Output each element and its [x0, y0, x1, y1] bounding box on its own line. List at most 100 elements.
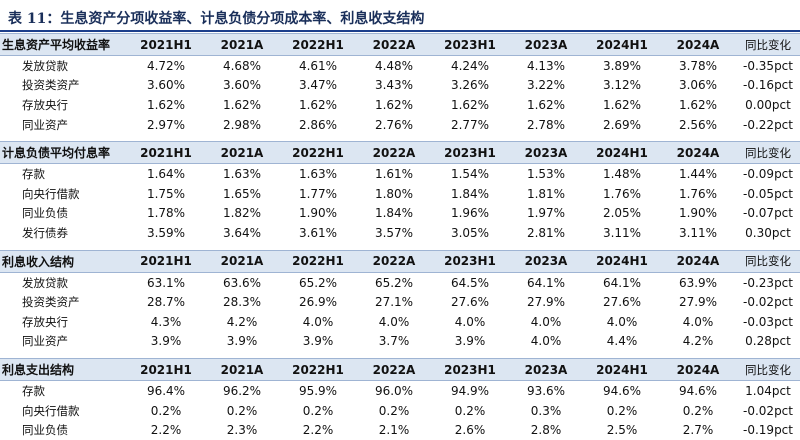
- value-cell: 1.80%: [374, 186, 414, 201]
- column-header: 2022H1: [280, 33, 356, 56]
- value-cell: 1.90%: [298, 206, 338, 221]
- value-cell: 1.53%: [526, 167, 566, 182]
- row-label: 发行债券: [22, 225, 68, 240]
- value-cell: 1.77%: [298, 186, 338, 201]
- column-header: 2024H1: [584, 249, 660, 273]
- column-header: 2021H1: [128, 33, 204, 56]
- section-header-row: 计息负债平均付息率 2021H1 2021A 2022H1 2022A 2023H1 202…: [0, 141, 800, 165]
- column-header: 2022A: [356, 33, 432, 56]
- column-header: 2024H1: [584, 33, 660, 56]
- column-header: 同比变化: [736, 249, 800, 273]
- value-cell: 1.48%: [602, 167, 642, 182]
- value-cell: 1.63%: [298, 167, 338, 182]
- value-cell: 2.5%: [606, 423, 638, 438]
- column-header: 2023A: [508, 249, 584, 273]
- value-cell: 3.60%: [222, 78, 262, 93]
- section-spacer: [0, 134, 800, 142]
- section-header-row: 生息资产平均收益率 2021H1 2021A 2022H1 2022A 2023H1 202…: [0, 33, 800, 56]
- value-cell: 3.60%: [146, 78, 186, 93]
- row-label: 存款: [22, 167, 45, 182]
- column-header: 2022A: [356, 358, 432, 382]
- section-title: 生息资产平均收益率: [0, 33, 128, 56]
- value-cell: 3.89%: [602, 58, 642, 73]
- value-cell: 2.81%: [526, 225, 566, 240]
- value-cell: 4.68%: [222, 58, 262, 73]
- table-row: 同业资产 2.97% 2.98% 2.86% 2.76% 2.77% 2.78% 2.69% 2…: [0, 115, 800, 135]
- column-header: 2022A: [356, 141, 432, 165]
- table-row: 向央行借款 1.75% 1.65% 1.77% 1.80% 1.84% 1.81% 1.76%…: [0, 184, 800, 204]
- value-cell: 1.90%: [678, 206, 718, 221]
- column-header: 2021A: [204, 249, 280, 273]
- yoy-change-cell: -0.23pct: [743, 275, 793, 290]
- yoy-change-cell: -0.02pct: [743, 295, 793, 310]
- value-cell: 3.64%: [222, 225, 262, 240]
- value-cell: 1.62%: [526, 97, 566, 112]
- value-cell: 0.3%: [530, 403, 562, 418]
- value-cell: 4.0%: [530, 334, 562, 349]
- column-header: 2021A: [204, 358, 280, 382]
- value-cell: 4.24%: [450, 58, 490, 73]
- value-cell: 64.1%: [526, 275, 566, 290]
- value-cell: 2.6%: [454, 423, 486, 438]
- value-cell: 3.26%: [450, 78, 490, 93]
- column-header: 2021A: [204, 141, 280, 165]
- value-cell: 1.65%: [222, 186, 262, 201]
- value-cell: 65.2%: [374, 275, 414, 290]
- column-header: 2024A: [660, 33, 736, 56]
- column-header: 同比变化: [736, 358, 800, 382]
- yoy-change-cell: 0.00pct: [745, 97, 791, 112]
- value-cell: 2.8%: [530, 423, 562, 438]
- row-label: 存放央行: [22, 97, 68, 112]
- value-cell: 4.61%: [298, 58, 338, 73]
- value-cell: 3.47%: [298, 78, 338, 93]
- value-cell: 63.1%: [146, 275, 186, 290]
- value-cell: 95.9%: [298, 383, 338, 398]
- row-label: 发放贷款: [22, 58, 68, 73]
- value-cell: 4.0%: [454, 314, 486, 329]
- value-cell: 4.72%: [146, 58, 186, 73]
- row-label: 同业资产: [22, 334, 68, 349]
- value-cell: 2.2%: [150, 423, 182, 438]
- column-header: 2024A: [660, 358, 736, 382]
- value-cell: 0.2%: [682, 403, 714, 418]
- value-cell: 26.9%: [298, 295, 338, 310]
- value-cell: 1.97%: [526, 206, 566, 221]
- column-header: 2024A: [660, 249, 736, 273]
- value-cell: 2.7%: [682, 423, 714, 438]
- yoy-change-cell: -0.03pct: [743, 314, 793, 329]
- value-cell: 3.9%: [150, 334, 182, 349]
- row-label: 同业资产: [22, 117, 68, 132]
- column-header: 2023A: [508, 141, 584, 165]
- value-cell: 3.9%: [454, 334, 486, 349]
- value-cell: 4.0%: [530, 314, 562, 329]
- value-cell: 94.6%: [678, 383, 718, 398]
- yoy-change-cell: -0.22pct: [743, 117, 793, 132]
- value-cell: 4.0%: [606, 314, 638, 329]
- column-header: 2022A: [356, 249, 432, 273]
- value-cell: 4.4%: [606, 334, 638, 349]
- column-header: 同比变化: [736, 141, 800, 165]
- value-cell: 3.43%: [374, 78, 414, 93]
- table-row: 投资类资产 28.7% 28.3% 26.9% 27.1% 27.6% 27.9% 27.6%…: [0, 292, 800, 312]
- column-header: 2023H1: [432, 141, 508, 165]
- value-cell: 2.2%: [302, 423, 334, 438]
- column-header: 2022H1: [280, 141, 356, 165]
- table-row: 发放贷款 4.72% 4.68% 4.61% 4.48% 4.24% 4.13% 3.89% 3…: [0, 56, 800, 76]
- value-cell: 1.84%: [450, 186, 490, 201]
- yoy-change-cell: -0.05pct: [743, 186, 793, 201]
- value-cell: 3.61%: [298, 225, 338, 240]
- value-cell: 65.2%: [298, 275, 338, 290]
- table-row: 投资类资产 3.60% 3.60% 3.47% 3.43% 3.26% 3.22% 3.12%…: [0, 76, 800, 96]
- value-cell: 96.2%: [222, 383, 262, 398]
- value-cell: 3.05%: [450, 225, 490, 240]
- row-label: 存放央行: [22, 314, 68, 329]
- table-row: 同业负债 1.78% 1.82% 1.90% 1.84% 1.96% 1.97% 2.05% 1…: [0, 204, 800, 224]
- value-cell: 4.3%: [150, 314, 182, 329]
- value-cell: 27.9%: [526, 295, 566, 310]
- value-cell: 3.12%: [602, 78, 642, 93]
- yoy-change-cell: -0.19pct: [743, 423, 793, 438]
- value-cell: 1.54%: [450, 167, 490, 182]
- value-cell: 1.78%: [146, 206, 186, 221]
- value-cell: 1.62%: [146, 97, 186, 112]
- value-cell: 1.62%: [374, 97, 414, 112]
